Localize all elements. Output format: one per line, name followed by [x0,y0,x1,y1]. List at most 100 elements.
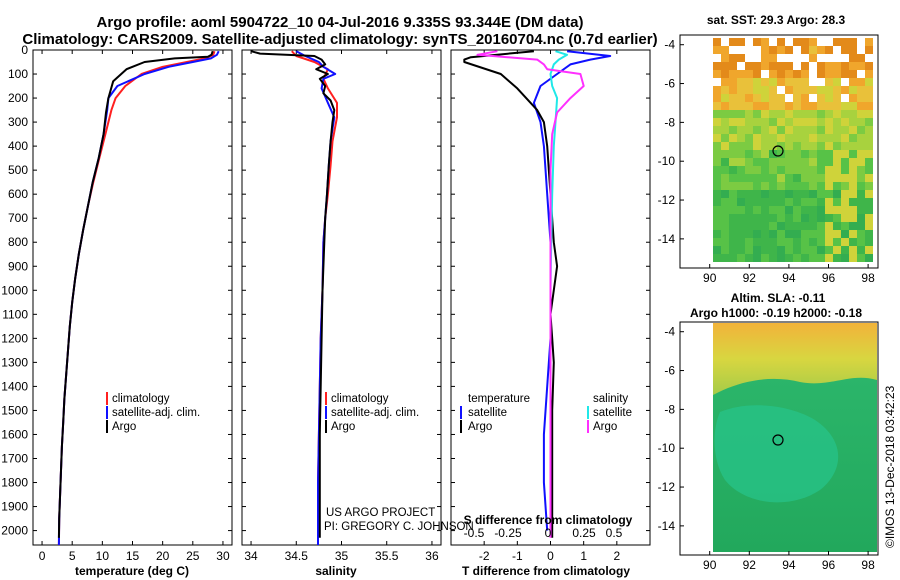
sst-cell [729,190,737,198]
sst-cell [857,118,865,126]
sst-cell [761,206,769,214]
sst-cell [849,86,857,94]
legend-satellite: satellite-adj. clim. [112,407,200,419]
sst-cell [745,238,753,246]
sst-cell [721,246,729,254]
sst-cell [777,70,785,78]
sst-cell [777,150,785,158]
sst-cell [809,182,817,190]
sst-cell [849,246,857,254]
sst-cell [801,174,809,182]
sst-cell [769,46,777,54]
sst-cell [785,70,793,78]
sst-cell [721,142,729,150]
sst-cell [825,190,833,198]
sst-cell [857,78,865,86]
sst-cell [849,46,857,54]
map-x-tick-label: 96 [822,558,836,572]
x-tick-label: -1 [512,549,523,563]
sst-cell [729,214,737,222]
sst-cell [737,190,745,198]
depth-tick-label: 1600 [1,427,28,441]
sst-cell [865,46,873,54]
sst-cell [841,166,849,174]
sst-cell [737,110,745,118]
sst-cell [769,190,777,198]
sst-cell [713,238,721,246]
map-y-tick-label: -6 [664,77,675,91]
sst-cell [809,254,817,262]
sst-cell [769,62,777,70]
sst-cell [785,86,793,94]
sst-cell [761,254,769,262]
sst-cell [713,118,721,126]
sst-cell [865,238,873,246]
sst-cell [785,102,793,110]
sla-map-panel: Altim. SLA: -0.11 Argo h1000: -0.19 h200… [658,291,879,572]
sst-cell [737,126,745,134]
depth-tick-label: 1100 [2,307,28,321]
difference-xlabel-top: S difference from climatology [464,513,633,527]
sst-cell [777,166,785,174]
sst-cell [761,134,769,142]
depth-tick-label: 0 [21,43,28,57]
sst-cell [737,230,745,238]
sst-cell [825,134,833,142]
map-y-tick-label: -10 [658,441,676,455]
sst-cell [801,102,809,110]
sst-cell [777,46,785,54]
sst-cell [785,46,793,54]
sst-cell [865,206,873,214]
sst-cell [713,182,721,190]
sst-cell [865,110,873,118]
sst-cell [729,182,737,190]
sst-cell [817,158,825,166]
sst-cell [817,94,825,102]
sst-cell [713,214,721,222]
sst-cell [809,126,817,134]
sst-cell [865,86,873,94]
sst-cell [753,62,761,70]
sst-cell [793,94,801,102]
sst-cell [769,174,777,182]
sst-cell [817,62,825,70]
sst-cell [793,198,801,206]
sst-cell [745,230,753,238]
sst-cell [745,102,753,110]
depth-tick-label: 600 [8,187,28,201]
sst-cell [721,126,729,134]
sst-cell [825,174,833,182]
legend-t-argo: Argo [468,421,492,433]
sst-cell [753,198,761,206]
sst-cell [713,166,721,174]
sst-cell [809,118,817,126]
sst-cell [745,174,753,182]
sst-cell [833,206,841,214]
sst-cell [817,118,825,126]
sst-cell [817,102,825,110]
sst-cell [753,134,761,142]
sst-cell [857,94,865,102]
sst-cell [793,110,801,118]
sst-cell [753,214,761,222]
sst-cell [777,134,785,142]
sst-cell [753,78,761,86]
difference-ticks: -2 -1 0 1 2 [451,49,650,563]
sst-cell [713,62,721,70]
sst-cell [729,134,737,142]
sst-cell [793,254,801,262]
sst-cell [833,198,841,206]
sst-cell [753,126,761,134]
sst-cell [721,190,729,198]
sst-cell [857,246,865,254]
sst-cell [809,198,817,206]
sst-cell [769,246,777,254]
sst-cell [785,198,793,206]
sst-cell [737,78,745,86]
sst-cell [865,118,873,126]
sst-cell [825,198,833,206]
difference-panel: -2 -1 0 1 2 S difference from climatology -0… [450,49,651,578]
sst-cell [737,158,745,166]
sst-cell [777,246,785,254]
sst-cell [809,238,817,246]
